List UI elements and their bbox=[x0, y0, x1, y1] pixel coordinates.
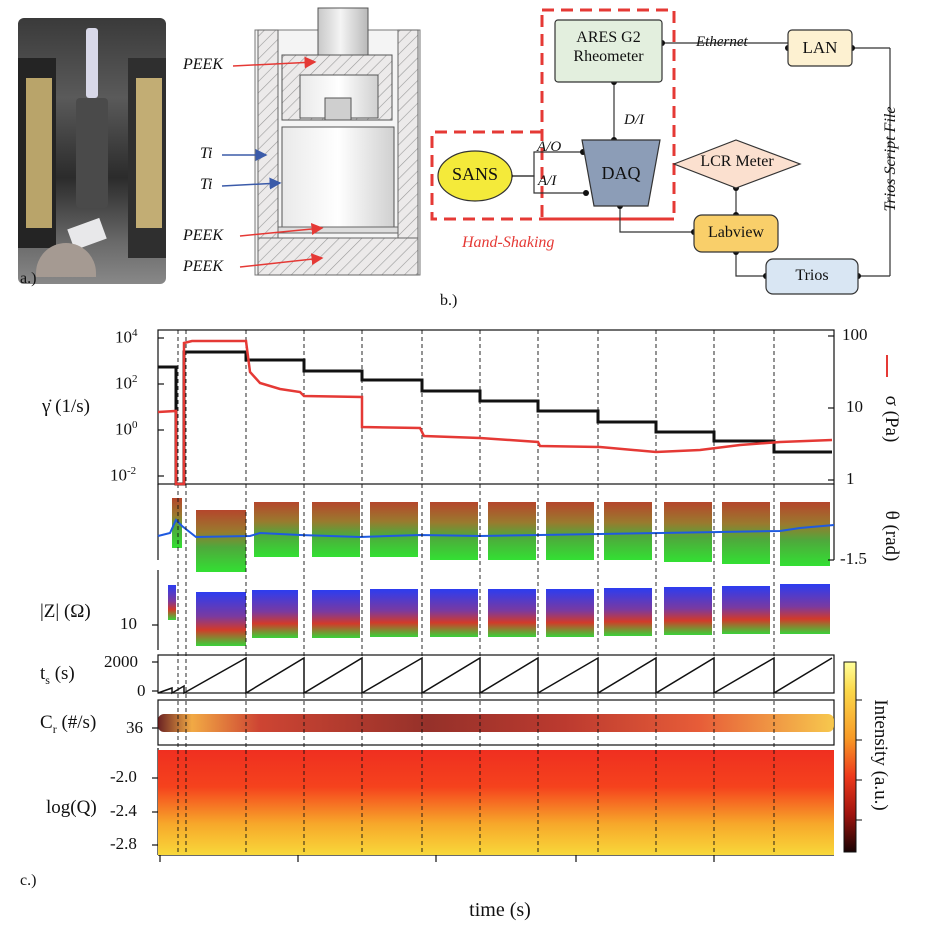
edge-trios-script: Trios Script File bbox=[882, 106, 899, 212]
shear-rate-series bbox=[158, 350, 832, 486]
photo-left-panel bbox=[26, 78, 52, 228]
arrow-peek-1 bbox=[232, 56, 317, 69]
label-peek-2: PEEK bbox=[183, 227, 223, 244]
colorbar-label: Intensity (a.u.) bbox=[870, 699, 891, 811]
q-heatmap bbox=[158, 750, 834, 855]
sans-label: SANS bbox=[451, 164, 499, 184]
edge-handshaking: Hand-Shaking bbox=[462, 234, 555, 251]
tick-q-1: -2.0 bbox=[110, 767, 137, 786]
edge-ethernet: Ethernet bbox=[696, 34, 748, 50]
ylabel-ts-tail: (s) bbox=[49, 663, 75, 684]
axis-ticks bbox=[152, 335, 834, 862]
sigma-legend-line bbox=[886, 355, 888, 377]
node-daq bbox=[581, 139, 661, 207]
tick-gamma-3: 100 bbox=[115, 419, 138, 440]
ylabel-cr: Cr (#/s) bbox=[40, 712, 96, 737]
cr-series bbox=[158, 714, 834, 732]
dashed-box-handshaking bbox=[430, 130, 674, 221]
tick-z: 10 bbox=[120, 614, 137, 633]
tick-sigma-10: 10 bbox=[846, 397, 863, 416]
panel-c-label: c.) bbox=[20, 872, 37, 889]
node-rheometer bbox=[554, 19, 663, 83]
arrow-peek-3 bbox=[239, 253, 324, 268]
theta-series bbox=[157, 498, 835, 572]
label-peek-3: PEEK bbox=[183, 258, 223, 275]
tick-cr: 36 bbox=[126, 718, 143, 737]
lcr-label: LCR Meter bbox=[700, 153, 774, 170]
tick-gamma-2: 102 bbox=[115, 373, 138, 394]
trios-label: Trios bbox=[795, 267, 829, 284]
arrow-peek-2 bbox=[239, 223, 324, 237]
arrow-ti-2 bbox=[221, 177, 282, 190]
photo-right-panel bbox=[136, 78, 162, 228]
ts-series bbox=[157, 656, 833, 695]
ylabel-ts-base: t bbox=[40, 663, 46, 684]
node-lan bbox=[787, 29, 853, 67]
edge-ai: A/I bbox=[538, 173, 557, 189]
node-trios bbox=[765, 258, 859, 295]
rheometer-label: ARES G2 Rheometer bbox=[555, 28, 662, 66]
stress-series bbox=[157, 339, 833, 486]
ylabel-ts: ts (s) bbox=[40, 663, 75, 688]
tick-sigma-1: 1 bbox=[846, 469, 855, 488]
tick-gamma-4: 10-2 bbox=[110, 465, 136, 486]
ylabel-gamma: γ̇ (1/s) bbox=[42, 396, 90, 417]
colorbar-ticks bbox=[856, 699, 862, 821]
schematic-connectors bbox=[510, 42, 891, 277]
tick-ts-0: 0 bbox=[137, 681, 146, 700]
photo-cell bbox=[76, 98, 108, 208]
panel-b-label: b.) bbox=[440, 292, 458, 309]
tick-ts-2000: 2000 bbox=[104, 652, 138, 671]
ylabel-cr-base: C bbox=[40, 712, 53, 733]
tick-q-3: -2.8 bbox=[110, 834, 137, 853]
ylabel-cr-tail: (#/s) bbox=[56, 712, 97, 733]
tick-gamma-1-base: 10 bbox=[115, 327, 132, 347]
tick-gamma-3-base: 10 bbox=[115, 419, 132, 439]
rheometer-label-line2: Rheometer bbox=[573, 48, 644, 65]
labview-label: Labview bbox=[708, 224, 764, 241]
daq-label: DAQ bbox=[601, 163, 641, 183]
ylabel-z: |Z| (Ω) bbox=[40, 601, 91, 622]
node-labview bbox=[693, 214, 779, 253]
step-dividers bbox=[177, 330, 775, 855]
rheometer-label-line1: ARES G2 bbox=[576, 29, 641, 46]
node-lcr bbox=[672, 139, 802, 189]
tick-gamma-4-exp: -2 bbox=[127, 465, 137, 477]
tick-q-2: -2.4 bbox=[110, 801, 137, 820]
tick-gamma-1: 104 bbox=[115, 327, 138, 348]
xlabel-time: time (s) bbox=[469, 899, 531, 921]
ylabel-theta: θ (rad) bbox=[881, 510, 902, 562]
photo-shaft bbox=[86, 28, 98, 98]
tick-gamma-2-exp: 2 bbox=[132, 373, 138, 385]
lan-label: LAN bbox=[802, 38, 838, 57]
setup-photo bbox=[18, 18, 166, 284]
ylabel-ts-sub: s bbox=[45, 672, 50, 687]
node-sans bbox=[437, 150, 513, 202]
tick-gamma-4-base: 10 bbox=[110, 465, 127, 485]
tick-gamma-1-exp: 4 bbox=[132, 327, 138, 339]
tick-gamma-3-exp: 0 bbox=[132, 419, 138, 431]
tick-theta: -1.5 bbox=[840, 549, 867, 568]
ylabel-cr-sub: r bbox=[52, 721, 57, 736]
sample-cell-crosssection bbox=[254, 7, 421, 276]
label-peek-1: PEEK bbox=[183, 56, 223, 73]
edge-di: D/I bbox=[624, 112, 644, 128]
edge-ao: A/O bbox=[537, 139, 562, 155]
ylabel-q: log(Q) bbox=[46, 797, 97, 818]
tick-gamma-2-base: 10 bbox=[115, 373, 132, 393]
label-ti-2: Ti bbox=[200, 176, 213, 193]
panel-a-label: a.) bbox=[20, 270, 37, 287]
impedance-series bbox=[168, 584, 830, 646]
tick-sigma-100: 100 bbox=[842, 325, 868, 344]
colorbar bbox=[843, 661, 857, 853]
ylabel-sigma: σ (Pa) bbox=[881, 395, 902, 443]
label-ti-1: Ti bbox=[200, 145, 213, 162]
